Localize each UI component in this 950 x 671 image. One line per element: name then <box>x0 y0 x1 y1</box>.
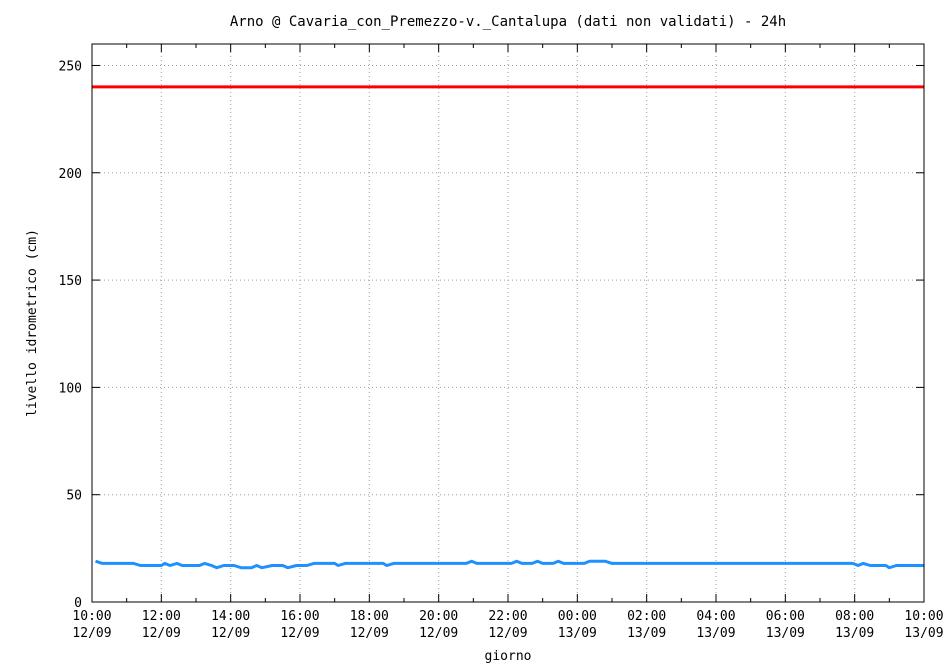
x-tick-time-label: 20:00 <box>419 609 458 624</box>
x-tick-time-label: 10:00 <box>904 609 943 624</box>
x-tick-time-label: 10:00 <box>72 609 111 624</box>
y-tick-label: 200 <box>59 167 82 182</box>
x-tick-date-label: 12/09 <box>142 626 181 641</box>
x-tick-date-label: 12/09 <box>72 626 111 641</box>
y-tick-label: 100 <box>59 381 82 396</box>
chart-title: Arno @ Cavaria_con_Premezzo-v._Cantalupa… <box>230 14 786 30</box>
x-tick-time-label: 04:00 <box>696 609 735 624</box>
x-tick-date-label: 12/09 <box>488 626 527 641</box>
x-tick-date-label: 13/09 <box>558 626 597 641</box>
x-tick-date-label: 13/09 <box>904 626 943 641</box>
x-tick-time-label: 02:00 <box>627 609 666 624</box>
series-layer <box>92 85 924 570</box>
x-tick-time-label: 06:00 <box>766 609 805 624</box>
x-axis-title: giorno <box>485 649 532 664</box>
x-tick-time-label: 08:00 <box>835 609 874 624</box>
x-tick-date-label: 12/09 <box>350 626 389 641</box>
x-tick-time-label: 12:00 <box>142 609 181 624</box>
x-tick-date-label: 12/09 <box>211 626 250 641</box>
x-tick-date-label: 13/09 <box>627 626 666 641</box>
water-level-series-line <box>95 559 924 570</box>
plot-frame <box>91 43 925 603</box>
y-tick-label: 50 <box>66 489 82 504</box>
x-tick-date-label: 13/09 <box>766 626 805 641</box>
tick-layer: 0 50 100 150 200 250 10:00 12/09 12:00 12/09 14:00… <box>59 44 944 641</box>
x-tick-time-label: 18:00 <box>350 609 389 624</box>
x-tick-date-label: 12/09 <box>419 626 458 641</box>
x-tick-time-label: 00:00 <box>558 609 597 624</box>
x-tick-date-label: 12/09 <box>280 626 319 641</box>
x-tick-date-label: 13/09 <box>835 626 874 641</box>
y-tick-label: 0 <box>74 596 82 611</box>
x-tick-time-label: 14:00 <box>211 609 250 624</box>
y-tick-label: 150 <box>59 274 82 289</box>
x-tick-time-label: 16:00 <box>280 609 319 624</box>
y-axis-title: livello idrometrico (cm) <box>25 229 40 417</box>
x-tick-time-label: 22:00 <box>488 609 527 624</box>
x-tick-date-label: 13/09 <box>696 626 735 641</box>
grid-layer <box>92 44 924 602</box>
y-tick-label: 250 <box>59 59 82 74</box>
